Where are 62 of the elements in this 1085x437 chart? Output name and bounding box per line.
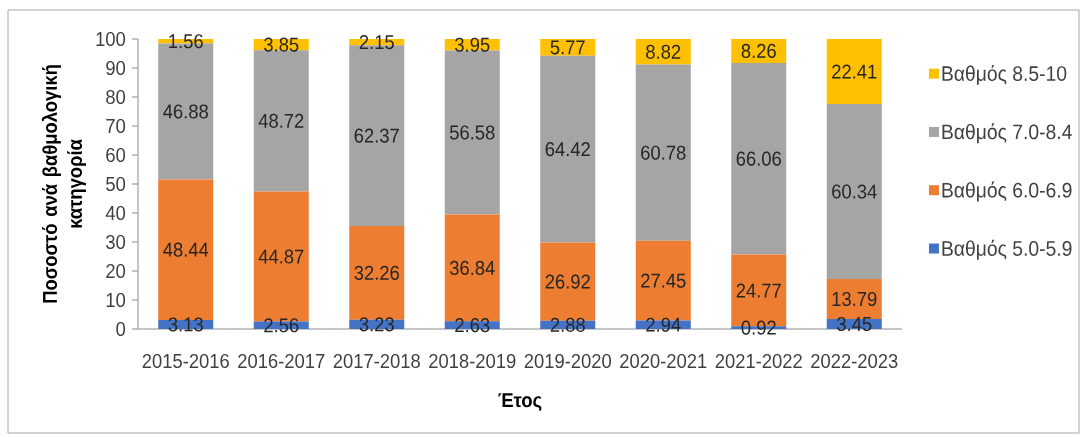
data-label: 44.87 xyxy=(258,249,304,264)
data-label: 3.13 xyxy=(168,317,203,332)
data-label: 62.37 xyxy=(354,128,399,143)
y-tick-label: 60 xyxy=(106,147,126,163)
data-label: 5.77 xyxy=(550,40,585,55)
x-tick-label: 2017-2018 xyxy=(333,353,420,369)
bar xyxy=(635,39,691,65)
data-label: 64.42 xyxy=(545,142,590,157)
bar xyxy=(826,104,882,279)
data-label: 22.41 xyxy=(832,64,877,79)
x-tick-label: 2018-2019 xyxy=(429,353,516,369)
data-label: 56.58 xyxy=(449,125,495,140)
data-label: 8.82 xyxy=(646,44,681,59)
y-tick-label: 70 xyxy=(106,118,126,134)
x-tick-label: 2015-2016 xyxy=(142,353,229,369)
data-label: 2.88 xyxy=(550,317,585,332)
bar xyxy=(253,50,309,192)
data-label: 48.72 xyxy=(258,113,304,128)
data-label: 13.79 xyxy=(832,291,877,307)
data-label: 2.94 xyxy=(646,317,681,332)
x-tick-label: 2022-2023 xyxy=(811,353,898,369)
y-tick-label: 30 xyxy=(106,234,126,250)
data-label: 0.92 xyxy=(741,320,776,335)
data-label: 26.92 xyxy=(545,274,590,289)
y-tick-label: 100 xyxy=(96,31,126,47)
y-tick-label: 20 xyxy=(106,263,126,279)
data-label: 60.34 xyxy=(832,184,877,199)
bar xyxy=(635,64,691,241)
data-label: 3.85 xyxy=(264,37,299,52)
data-label: 32.26 xyxy=(354,265,399,280)
legend-label: Βαθμός 6.0-6.9 xyxy=(942,181,1072,202)
bar xyxy=(540,55,596,243)
legend-label: Βαθμός 5.0-5.9 xyxy=(942,239,1072,260)
data-label: 3.95 xyxy=(455,37,490,52)
data-label: 66.06 xyxy=(736,151,781,166)
x-tick-label: 2019-2020 xyxy=(524,353,612,369)
y-tick-label: 80 xyxy=(106,89,126,105)
x-axis-title: Έτος xyxy=(498,393,542,411)
x-tick-label: 2016-2017 xyxy=(238,353,325,369)
legend-label: Βαθμός 8.5-10 xyxy=(942,64,1067,85)
y-tick-label: 40 xyxy=(105,205,126,221)
x-tick-label: 2020-2021 xyxy=(620,353,707,369)
data-label: 3.45 xyxy=(837,316,872,332)
data-label: 60.78 xyxy=(641,145,686,160)
y-axis-title: Ποσοστό ανά βαθμολογική κατηγορία xyxy=(41,65,86,303)
y-tick-label: 50 xyxy=(106,176,126,192)
legend-label: Βαθμός 7.0-8.4 xyxy=(942,123,1072,144)
data-label: 24.77 xyxy=(736,283,781,298)
data-label: 46.88 xyxy=(163,104,208,119)
bar xyxy=(826,279,882,319)
bar xyxy=(444,50,500,215)
data-label: 3.23 xyxy=(359,317,394,332)
bar xyxy=(731,62,787,255)
y-tick-label: 0 xyxy=(116,321,126,337)
x-tick-label: 2021-2022 xyxy=(715,353,802,369)
bar xyxy=(826,39,882,105)
data-label: 48.44 xyxy=(163,242,209,257)
data-label: 27.45 xyxy=(641,273,686,288)
data-label: 8.26 xyxy=(741,43,776,59)
y-tick-label: 90 xyxy=(106,60,126,76)
y-tick-label: 10 xyxy=(106,292,126,308)
data-label: 36.84 xyxy=(449,260,495,276)
